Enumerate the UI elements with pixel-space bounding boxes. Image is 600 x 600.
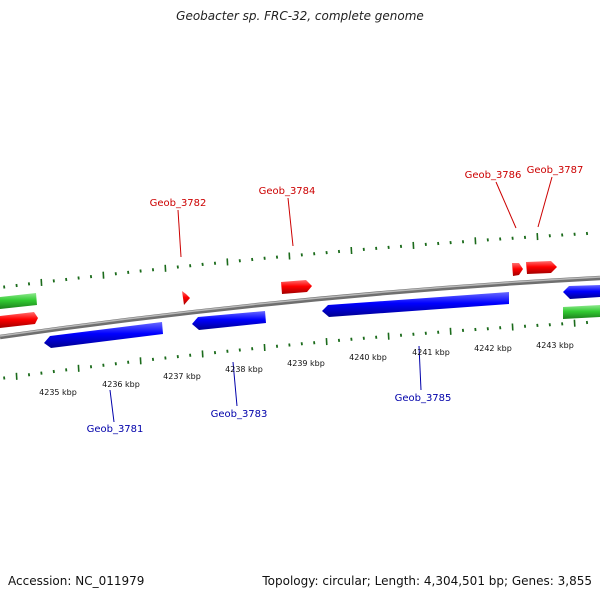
callout-geob-3787 [537,176,553,228]
gene-geob-3783 [192,311,266,330]
callout-geob-3785 [418,345,422,391]
scale-label: 4240 kbp [349,353,387,362]
scale-label: 4242 kbp [474,344,512,353]
reverse-callouts [109,345,422,423]
forward-gene-labels: Geob_3782 Geob_3784 Geob_3786 Geob_3787 [150,165,584,209]
genome-backbone-highlight [0,276,600,337]
accession-text: Accession: NC_011979 [8,574,145,588]
scale-label: 4235 kbp [39,388,77,397]
gene-geob-3787 [526,261,557,274]
gene-geob-3784 [281,280,312,294]
scale-label: 4241 kbp [412,348,450,357]
gene-geob-3782 [182,291,190,305]
label-geob-3782: Geob_3782 [150,198,207,209]
scale-label: 4243 kbp [536,341,574,350]
label-geob-3787: Geob_3787 [527,165,584,176]
callout-geob-3782 [177,209,182,258]
callout-geob-3786 [495,181,517,229]
rna-features [0,293,600,319]
gene-geob-3786 [512,263,523,276]
rna-feature-right [563,305,600,319]
scale-label: 4237 kbp [163,372,201,381]
scale-labels: 4235 kbp 4236 kbp 4237 kbp 4238 kbp 4239… [39,341,574,397]
label-geob-3783: Geob_3783 [211,409,268,420]
gene-left-edge [0,312,38,328]
forward-callouts [177,176,553,258]
scale-label: 4238 kbp [225,365,263,374]
label-geob-3781: Geob_3781 [87,424,144,435]
callout-geob-3781 [109,389,115,423]
rna-feature-left [0,293,37,309]
label-geob-3784: Geob_3784 [259,186,316,197]
label-geob-3786: Geob_3786 [465,170,522,181]
forward-tick-row [3,231,589,289]
callout-geob-3784 [287,197,294,247]
label-geob-3785: Geob_3785 [395,393,452,404]
genome-summary-text: Topology: circular; Length: 4,304,501 bp… [262,574,592,588]
reverse-gene-labels: Geob_3781 Geob_3783 Geob_3785 [87,393,452,435]
callout-geob-3783 [232,361,238,407]
scale-label: 4236 kbp [102,380,140,389]
reverse-strand-genes [44,285,600,348]
scale-label: 4239 kbp [287,359,325,368]
gene-geob-3781 [44,322,163,348]
reverse-tick-row [3,319,589,380]
forward-strand-genes [0,261,557,328]
gene-geob-3785 [322,292,509,317]
genome-backbone [0,275,600,340]
gene-right-edge [563,285,600,299]
map-title: Geobacter sp. FRC-32, complete genome [176,9,424,23]
